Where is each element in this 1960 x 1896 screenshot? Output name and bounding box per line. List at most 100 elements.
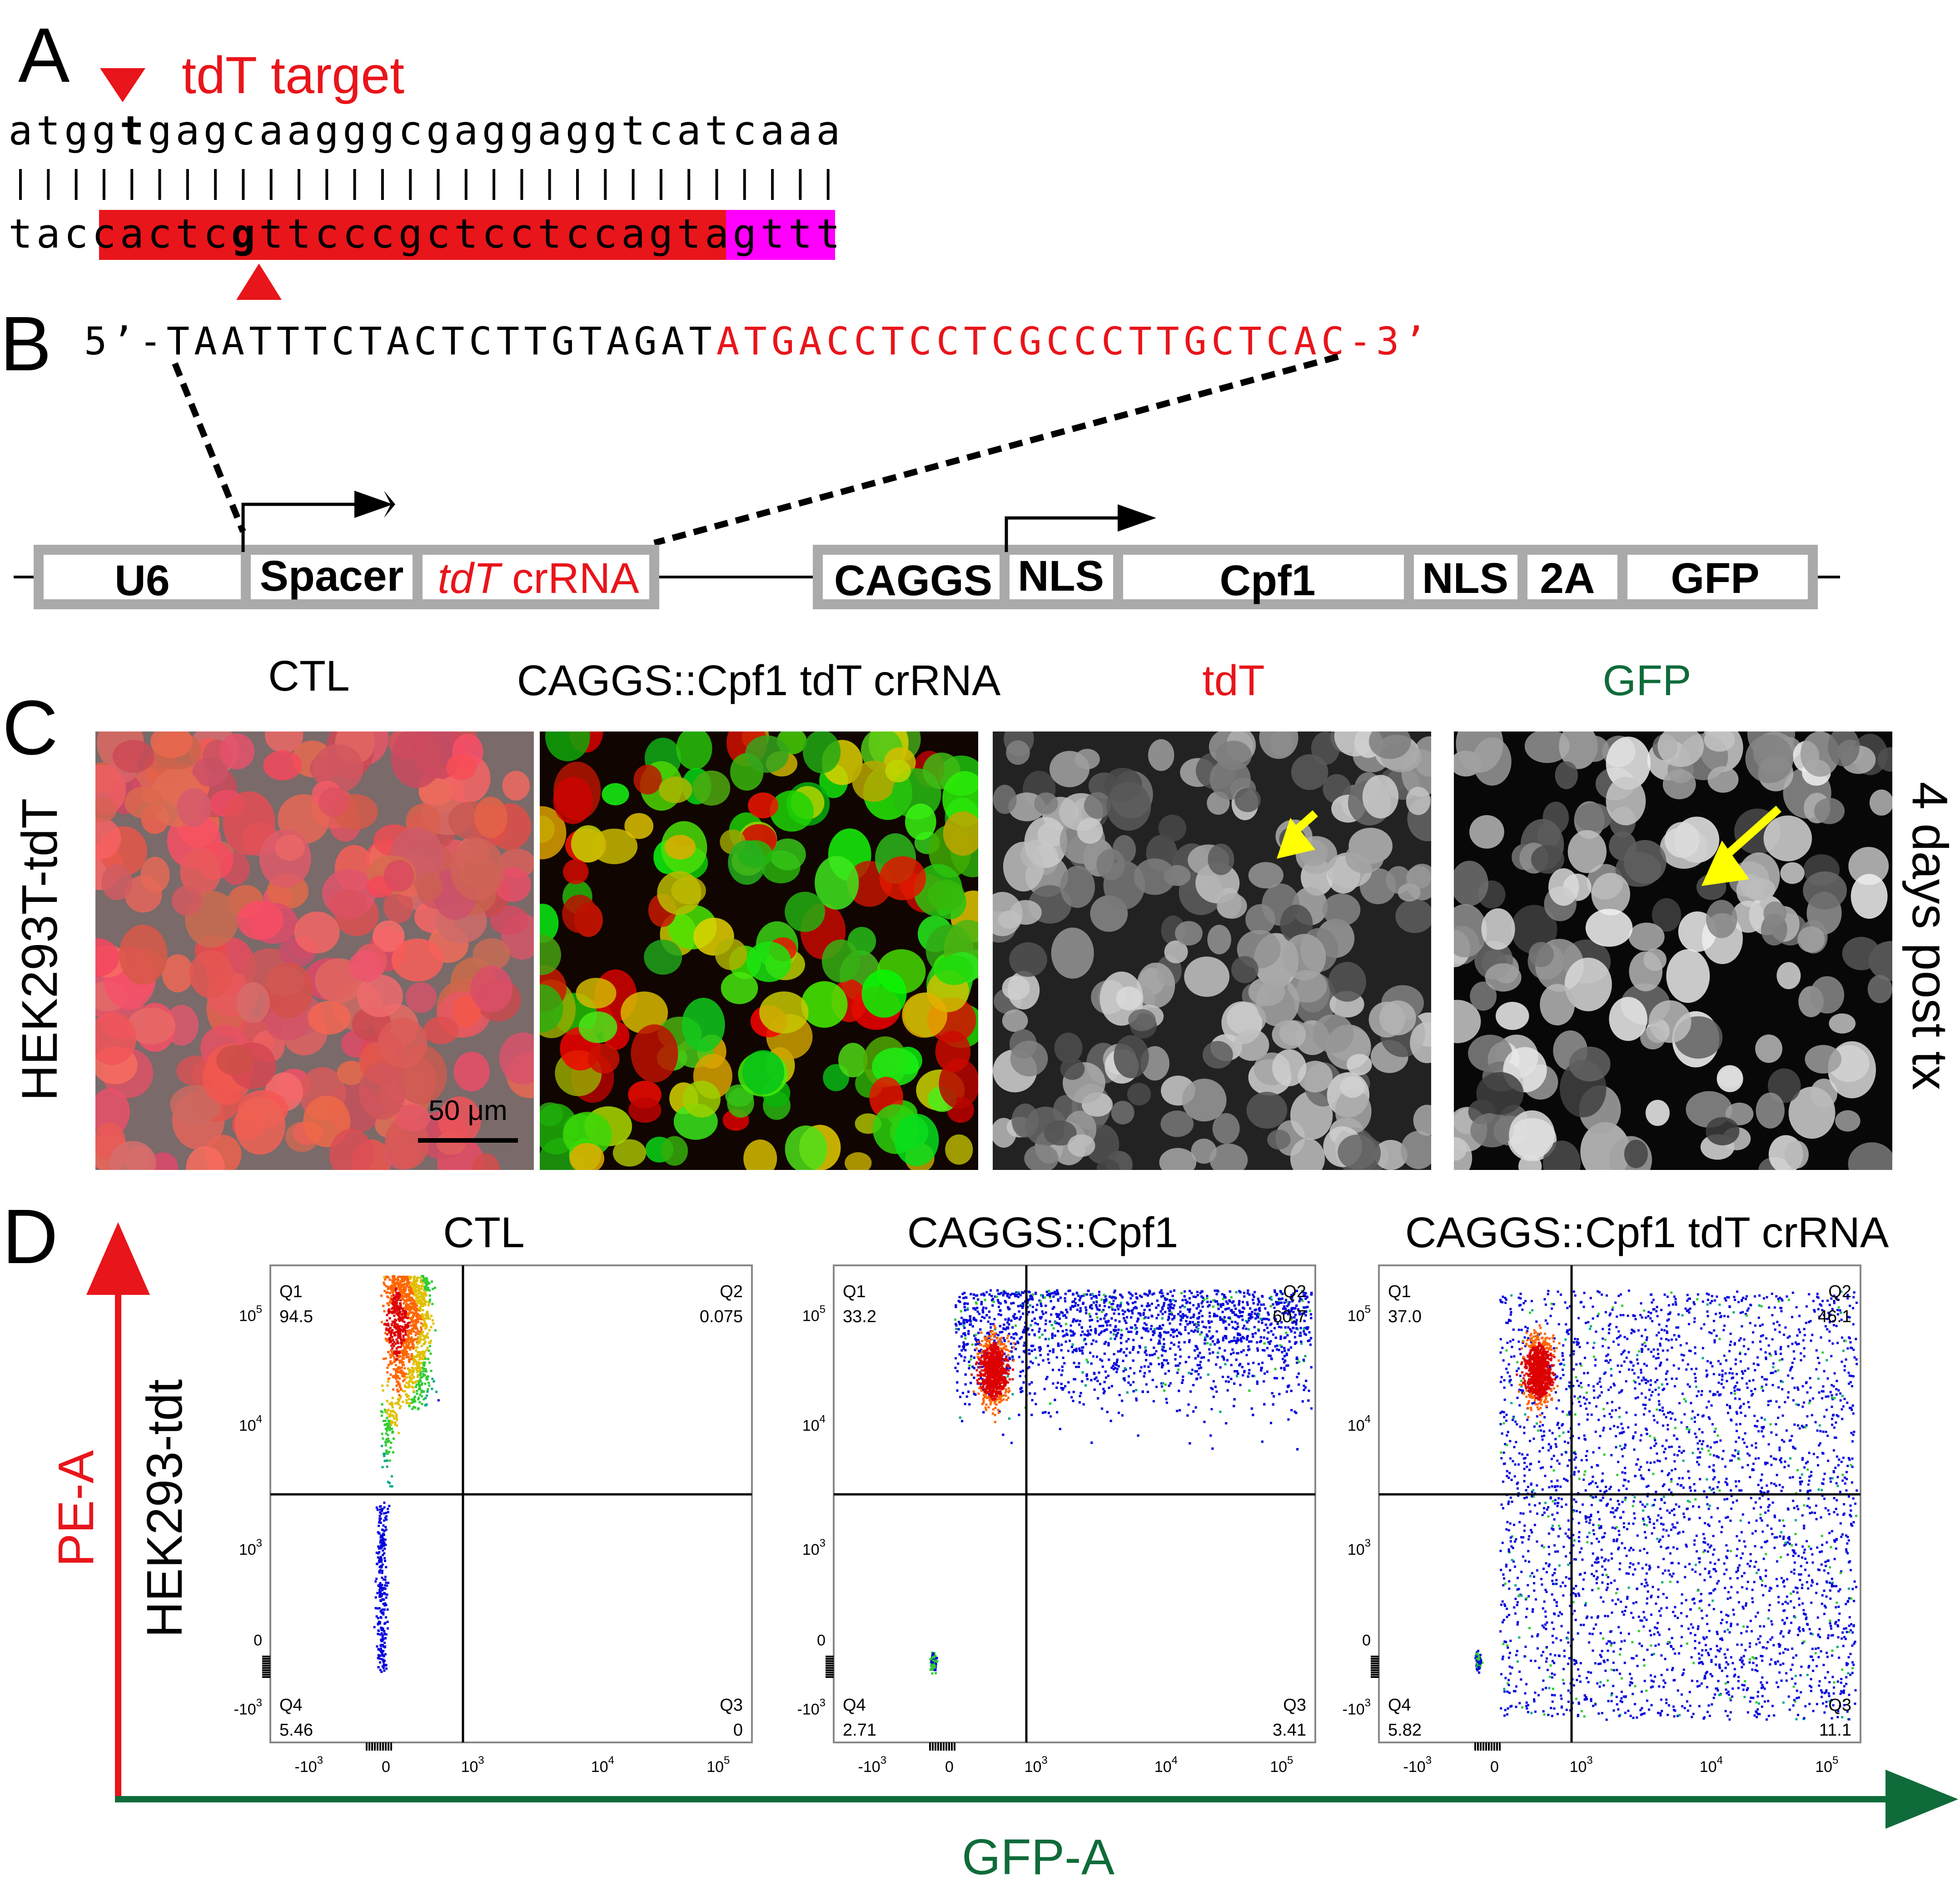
c-title-crrna: CAGGS::Cpf1 tdT crRNA: [517, 657, 1001, 705]
pe-axis-label: PE-A: [48, 1450, 104, 1567]
c-title-ctl: CTL: [268, 652, 349, 700]
x-tick-label: 103: [461, 1754, 484, 1776]
bottom-strand-base: t: [788, 210, 812, 257]
quadrant-name: Q2: [1828, 1282, 1851, 1301]
yellow-arrow-icon: [1277, 810, 1318, 859]
quadrant-percent: 37.0: [1388, 1307, 1422, 1326]
c-row-label: HEK293T-tdT: [12, 798, 68, 1101]
micrograph-tdt: [993, 732, 1431, 1170]
bottom-strand-base: c: [92, 210, 116, 257]
construct-diagram: U6 Spacer tdT crRNA CAGGS NLS Cpf1 NLS 2…: [14, 491, 1840, 609]
panel-letter-b: B: [0, 301, 51, 387]
quadrant-name: Q4: [843, 1696, 866, 1715]
bottom-strand-base: c: [426, 210, 450, 257]
u6-promoter-arrow-icon: [241, 502, 387, 552]
top-strand-base: t: [36, 107, 60, 154]
y-tick-label: 0: [1362, 1632, 1371, 1649]
quadrant-name: Q3: [1828, 1696, 1851, 1715]
x-tick-label: -103: [858, 1754, 887, 1776]
y-tick-label: -103: [1343, 1697, 1371, 1718]
quadrant-percent: 60.7: [1273, 1307, 1306, 1326]
quadrant-name: Q1: [279, 1282, 303, 1301]
quadrant-percent: 11.1: [1819, 1721, 1851, 1740]
bottom-strand-base: t: [175, 210, 199, 257]
top-strand-base: a: [537, 107, 562, 154]
flow-plot-frame: [833, 1264, 1316, 1743]
u6-cassette-box: [34, 545, 659, 609]
y-tick-label: -103: [234, 1697, 263, 1718]
top-strand-base: g: [566, 107, 590, 154]
quadrant-name: Q4: [279, 1696, 303, 1715]
c-side-label: 4 days post tx: [1902, 782, 1958, 1090]
flow-plot: CTL Q1 94.5 Q2 0.075 Q3 0 Q4 5.46 105 104 103 0 -103 -…: [234, 1209, 753, 1776]
bottom-strand-base: t: [259, 210, 283, 257]
panel-b: B 5’-TAATTTCTACTCTTGTAGAT ATGACCTCCTCGCCC…: [0, 301, 1840, 609]
bottom-strand-base: g: [231, 210, 255, 257]
x-tick-label: 0: [382, 1758, 390, 1776]
top-strand-base: g: [510, 107, 534, 154]
panel-letter-d: D: [2, 1194, 58, 1280]
2a-label: 2A: [1540, 554, 1595, 602]
x-tick-label: 103: [1025, 1754, 1048, 1776]
y-tick-label: 104: [1348, 1413, 1371, 1434]
bottom-strand-base: g: [398, 210, 423, 257]
divider: [413, 550, 423, 604]
flow-plot-title: CTL: [443, 1209, 524, 1257]
y-tick-label: -103: [797, 1697, 826, 1718]
top-strand-base: t: [120, 107, 144, 154]
quadrant-percent: 0.075: [700, 1307, 743, 1326]
nls-label: NLS: [1018, 552, 1104, 600]
flow-events: [929, 1289, 1313, 1675]
top-strand-base: a: [175, 107, 199, 154]
flow-events: [373, 1275, 440, 1673]
flow-plot-title: CAGGS::Cpf1 tdT crRNA: [1405, 1209, 1889, 1257]
yellow-arrow-icon: [1701, 806, 1781, 886]
panel-letter-c: C: [2, 685, 58, 771]
y-tick-label: 105: [802, 1303, 826, 1324]
bottom-strand-base: c: [482, 210, 506, 257]
bottom-strand-base: t: [454, 210, 478, 257]
panel-c: C CTL CAGGS::Cpf1 tdT crRNA tdT GFP HEK2…: [2, 652, 1958, 1170]
y-tick-label: 104: [239, 1413, 262, 1434]
quadrant-percent: 94.5: [279, 1307, 313, 1326]
quadrant-percent: 2.71: [843, 1721, 876, 1740]
x-tick-label: 105: [1815, 1754, 1838, 1776]
quadrant-name: Q2: [720, 1282, 743, 1301]
gfp-label: GFP: [1671, 554, 1759, 602]
top-strand-base: g: [92, 107, 116, 154]
divider: [241, 550, 251, 604]
crrna-sequence-scaffold: 5’-TAATTTCTACTCTTGTAGAT: [84, 319, 712, 363]
bottom-strand-base: c: [566, 210, 590, 257]
arrow-head-icon: [354, 491, 393, 518]
y-tick-label: 105: [239, 1303, 262, 1324]
quadrant-name: Q3: [1283, 1696, 1306, 1715]
quadrant-name: Q2: [1283, 1282, 1306, 1301]
micrograph-merge: [540, 732, 978, 1170]
top-strand-base: t: [705, 107, 729, 154]
y-tick-label: 0: [817, 1632, 826, 1649]
cut-site-top-icon: [100, 68, 145, 102]
top-strand-base: g: [204, 107, 228, 154]
x-tick-label: 0: [1490, 1758, 1499, 1776]
quadrant-percent: 46.1: [1818, 1307, 1851, 1326]
top-strand-base: g: [426, 107, 450, 154]
y-tick-label: 105: [1348, 1303, 1371, 1324]
arrow-head-icon: [1118, 504, 1156, 532]
panel-d: D PE-A GFP-A HEK293-tdt CTL Q1 94.5 Q2 0.075…: [2, 1194, 1958, 1885]
caggs-label: CAGGS: [834, 557, 992, 605]
target-label: tdT target: [182, 46, 404, 105]
dashed-lead-right: [653, 353, 1339, 546]
d-row-label: HEK293-tdt: [137, 1379, 193, 1638]
crrna-target-highlight: [99, 210, 726, 260]
bottom-strand-base: a: [120, 210, 144, 257]
top-strand-base: g: [315, 107, 339, 154]
micrograph-ctl: [95, 732, 534, 1170]
top-strand-base: a: [788, 107, 812, 154]
u6-label: U6: [114, 557, 169, 605]
nls-label: NLS: [1422, 554, 1508, 602]
top-strand-base: g: [148, 107, 172, 154]
